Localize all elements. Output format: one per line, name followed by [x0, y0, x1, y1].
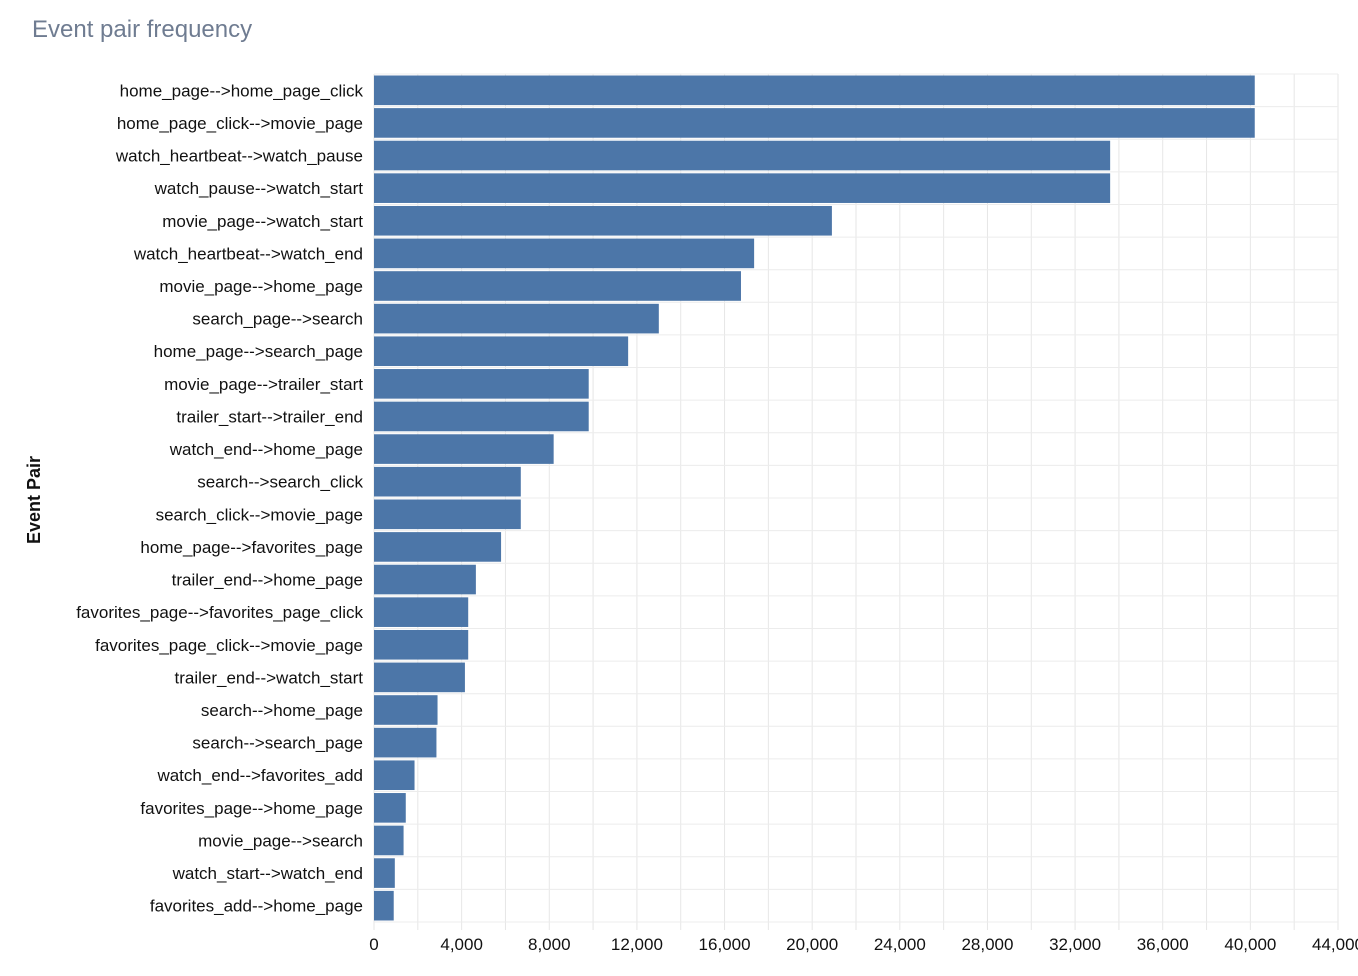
x-tick-label: 0 — [369, 935, 378, 954]
bar — [374, 597, 469, 627]
category-label: watch_end-->favorites_add — [156, 766, 363, 785]
category-label: search-->search_click — [197, 473, 363, 492]
bar — [374, 401, 589, 432]
category-label: search-->search_page — [192, 734, 363, 753]
category-label: favorites_page-->favorites_page_click — [76, 603, 363, 622]
category-label: favorites_page-->home_page — [140, 799, 363, 818]
bars — [374, 75, 1255, 921]
bar — [374, 140, 1111, 171]
x-tick-label: 16,000 — [699, 935, 751, 954]
category-label: trailer_end-->watch_start — [174, 668, 363, 687]
bar — [374, 108, 1255, 138]
category-label: home_page_click-->movie_page — [117, 114, 363, 133]
category-label: search_click-->movie_page — [156, 505, 363, 524]
bar — [374, 369, 589, 399]
category-label: home_page-->favorites_page — [140, 538, 363, 557]
bar — [374, 629, 469, 660]
category-label: watch_pause-->watch_start — [154, 179, 364, 198]
category-label: movie_page-->trailer_start — [164, 375, 363, 394]
category-label: movie_page-->home_page — [159, 277, 363, 296]
category-label: trailer_start-->trailer_end — [176, 407, 363, 426]
bar — [374, 434, 554, 464]
x-tick-label: 44,000 — [1312, 935, 1358, 954]
bar — [374, 695, 438, 725]
bar — [374, 499, 521, 530]
x-tick-label: 12,000 — [611, 935, 663, 954]
category-label: movie_page-->watch_start — [162, 212, 363, 231]
bar — [374, 890, 394, 921]
bar — [374, 532, 502, 562]
bar — [374, 271, 741, 301]
category-label: favorites_page_click-->movie_page — [95, 636, 363, 655]
x-tick-label: 36,000 — [1137, 935, 1189, 954]
bar — [374, 727, 437, 758]
x-axis-ticks: 0 4,000 8,000 12,000 16,000 20,000 24,000 28,00… — [369, 935, 1358, 954]
bar — [374, 205, 832, 236]
category-label: home_page-->home_page_click — [120, 81, 364, 100]
bar — [374, 662, 465, 693]
bar — [374, 466, 521, 497]
bar — [374, 238, 755, 269]
category-label: movie_page-->search — [198, 831, 363, 850]
bar — [374, 303, 659, 334]
category-label: search_page-->search — [192, 310, 363, 329]
x-tick-label: 24,000 — [874, 935, 926, 954]
category-label: home_page-->search_page — [154, 342, 363, 361]
category-labels: home_page-->home_page_click home_page_cli… — [76, 81, 363, 915]
bar — [374, 173, 1111, 203]
x-tick-label: 4,000 — [440, 935, 483, 954]
x-tick-label: 32,000 — [1049, 935, 1101, 954]
x-tick-label: 20,000 — [786, 935, 838, 954]
bar — [374, 825, 404, 856]
y-axis-title: Event Pair — [24, 456, 44, 544]
chart-title: Event pair frequency — [32, 16, 253, 43]
category-label: watch_start-->watch_end — [172, 864, 363, 883]
category-label: watch_heartbeat-->watch_end — [133, 244, 363, 263]
bar — [374, 75, 1255, 106]
bar — [374, 858, 395, 888]
bar — [374, 760, 415, 791]
bar — [374, 793, 406, 823]
x-tick-label: 28,000 — [961, 935, 1013, 954]
category-label: watch_end-->home_page — [169, 440, 363, 459]
bar — [374, 564, 476, 595]
x-tick-label: 40,000 — [1224, 935, 1276, 954]
category-label: trailer_end-->home_page — [172, 571, 363, 590]
bar — [374, 336, 629, 367]
x-tick-label: 8,000 — [528, 935, 571, 954]
category-label: search-->home_page — [201, 701, 363, 720]
category-label: favorites_add-->home_page — [150, 897, 363, 916]
category-label: watch_heartbeat-->watch_pause — [115, 147, 363, 166]
